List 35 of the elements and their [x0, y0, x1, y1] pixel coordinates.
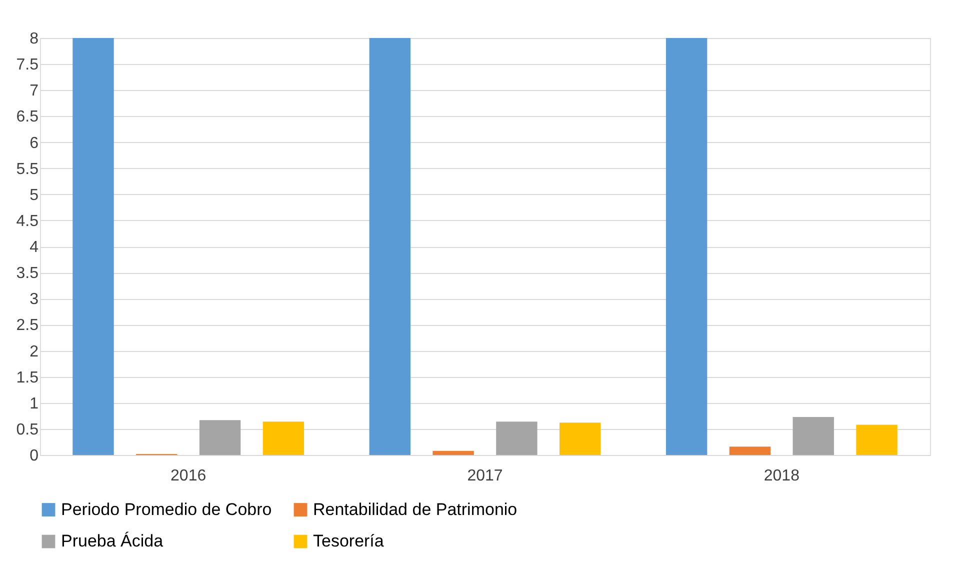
bar — [199, 420, 241, 455]
y-tick-label: 2.5 — [16, 317, 39, 334]
bar — [72, 38, 114, 455]
legend-label: Rentabilidad de Patrimonio — [313, 500, 518, 519]
y-tick-label: 5 — [30, 186, 39, 204]
bar — [666, 38, 708, 455]
y-tick-label: 8 — [30, 30, 39, 48]
y-tick-label: 4.5 — [16, 212, 39, 230]
y-tick-label: 3.5 — [16, 265, 39, 282]
y-tick-label: 6.5 — [16, 108, 39, 126]
y-tick-label: 5.5 — [16, 160, 39, 178]
y-tick-label: 4 — [30, 239, 39, 256]
legend-label: Periodo Promedio de Cobro — [61, 500, 272, 519]
y-tick-label: 2 — [30, 343, 39, 360]
y-tick-label: 7.5 — [16, 56, 39, 74]
bar — [262, 422, 304, 455]
y-tick-label: 1.5 — [16, 369, 39, 386]
bar — [856, 424, 898, 455]
bar — [792, 416, 834, 455]
y-tick-label: 0 — [30, 448, 39, 464]
legend-label: Tesorería — [313, 532, 384, 550]
y-tick-label: 3 — [30, 291, 39, 308]
bar — [496, 422, 538, 455]
x-tick-label: 2017 — [467, 468, 503, 484]
bar — [559, 422, 601, 455]
bar — [369, 38, 411, 455]
legend-label: Prueba Ácida — [61, 532, 164, 550]
bar — [432, 450, 474, 455]
y-tick-label: 0.5 — [16, 421, 39, 438]
y-tick-label: 1 — [30, 395, 39, 412]
bar — [729, 446, 771, 455]
x-tick-label: 2016 — [170, 468, 206, 484]
y-tick-label: 7 — [30, 82, 39, 100]
x-tick-label: 2018 — [764, 468, 800, 484]
y-tick-label: 6 — [30, 134, 39, 152]
